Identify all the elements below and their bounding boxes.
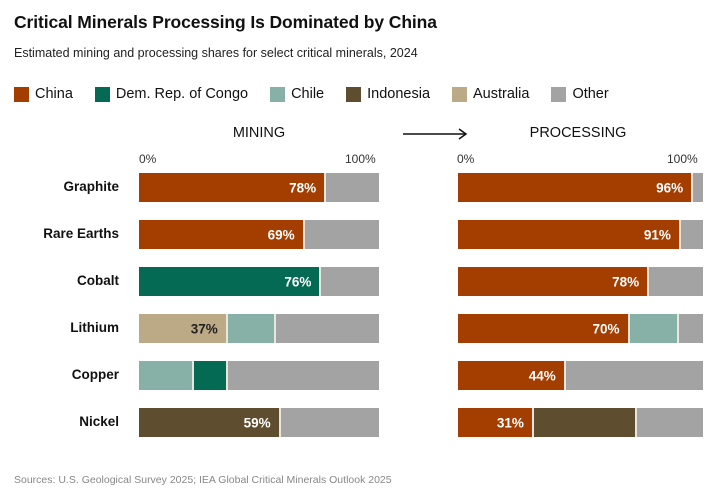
legend-item-indonesia: Indonesia — [346, 86, 430, 102]
processing-segment-copper-other — [565, 361, 703, 390]
data-label: 44% — [528, 368, 556, 383]
processing-bar-cobalt: 78% — [458, 267, 703, 296]
chart-subtitle: Estimated mining and processing shares f… — [14, 46, 418, 60]
mining-segment-copper-dem-rep-of-congo — [194, 361, 228, 390]
legend-item-drc: Dem. Rep. of Congo — [94, 86, 249, 102]
processing-segment-graphite-other — [693, 173, 703, 202]
legend-label: Chile — [291, 86, 325, 102]
processing-bar-nickel: 31% — [458, 408, 703, 437]
data-label: 69% — [267, 227, 295, 242]
data-label: 76% — [284, 274, 312, 289]
legend-swatch — [270, 86, 286, 102]
processing-segment-rare-earths-other — [680, 220, 703, 249]
arrow-right-icon — [403, 128, 468, 140]
legend-label: Indonesia — [367, 86, 431, 102]
processing-segment-lithium-china: 70% — [458, 314, 630, 343]
mining-tick-0: 0% — [139, 152, 157, 166]
legend-label: Australia — [473, 86, 530, 102]
legend-swatch — [551, 86, 567, 102]
mining-segment-nickel-indonesia: 59% — [139, 408, 281, 437]
processing-segment-nickel-indonesia — [533, 408, 637, 437]
mining-segment-graphite-china: 78% — [139, 173, 327, 202]
category-label-copper: Copper — [71, 367, 119, 382]
category-label-graphite: Graphite — [63, 179, 119, 194]
processing-segment-cobalt-china: 78% — [458, 267, 650, 296]
data-label: 78% — [289, 180, 317, 195]
mining-segment-nickel-other — [280, 408, 379, 437]
legend-swatch — [346, 86, 362, 102]
processing-segment-graphite-china: 96% — [458, 173, 694, 202]
processing-panel-title: PROCESSING — [529, 125, 627, 141]
data-label: 37% — [190, 321, 218, 336]
chart-title: Critical Minerals Processing Is Dominate… — [14, 12, 437, 32]
legend-item-china: China — [14, 86, 73, 102]
data-label: 31% — [496, 415, 524, 430]
data-label: 78% — [612, 274, 640, 289]
mining-segment-cobalt-other — [321, 267, 379, 296]
mining-bar-rare-earths: 69% — [139, 220, 379, 249]
processing-segment-cobalt-other — [649, 267, 703, 296]
mining-bar-lithium: 37% — [139, 314, 379, 343]
mining-segment-rare-earths-other — [304, 220, 379, 249]
category-label-cobalt: Cobalt — [77, 273, 119, 288]
processing-segment-nickel-other — [636, 408, 703, 437]
mining-bar-cobalt: 76% — [139, 267, 379, 296]
legend-swatch — [452, 86, 468, 102]
processing-segment-nickel-china: 31% — [458, 408, 534, 437]
mining-bar-nickel: 59% — [139, 408, 379, 437]
mining-segment-lithium-australia: 37% — [139, 314, 228, 343]
legend-swatch — [94, 86, 110, 102]
processing-segment-lithium-other — [678, 314, 703, 343]
category-label-nickel: Nickel — [79, 414, 119, 429]
mining-segment-rare-earths-china: 69% — [139, 220, 305, 249]
processing-tick-100: 100% — [667, 152, 698, 166]
processing-segment-lithium-chile — [629, 314, 679, 343]
processing-bar-lithium: 70% — [458, 314, 703, 343]
processing-segment-rare-earths-china: 91% — [458, 220, 681, 249]
mining-segment-graphite-other — [326, 173, 379, 202]
processing-bar-rare-earths: 91% — [458, 220, 703, 249]
legend-label: Dem. Rep. of Congo — [115, 86, 249, 102]
legend-label: Other — [572, 86, 609, 102]
mining-segment-cobalt-dem-rep-of-congo: 76% — [139, 267, 322, 296]
data-label: 70% — [592, 321, 620, 336]
legend: China Dem. Rep. of Congo Chile Indonesia… — [14, 86, 631, 102]
category-label-lithium: Lithium — [70, 320, 119, 335]
mining-segment-lithium-chile — [227, 314, 276, 343]
legend-swatch — [14, 86, 29, 102]
mining-segment-copper-chile — [139, 361, 195, 390]
legend-item-chile: Chile — [270, 86, 324, 102]
data-label: 91% — [643, 227, 671, 242]
mining-segment-lithium-other — [275, 314, 379, 343]
source-note: Sources: U.S. Geological Survey 2025; IE… — [14, 474, 392, 486]
mining-bar-copper — [139, 361, 379, 390]
mining-bar-graphite: 78% — [139, 173, 379, 202]
processing-segment-copper-china: 44% — [458, 361, 566, 390]
data-label: 59% — [243, 415, 271, 430]
data-label: 96% — [656, 180, 684, 195]
mining-segment-copper-other — [227, 361, 379, 390]
legend-item-other: Other — [551, 86, 609, 102]
category-label-rare-earths: Rare Earths — [43, 226, 119, 241]
processing-bar-graphite: 96% — [458, 173, 703, 202]
legend-item-australia: Australia — [452, 86, 529, 102]
processing-bar-copper: 44% — [458, 361, 703, 390]
mining-panel-title: MINING — [232, 125, 286, 141]
processing-tick-0: 0% — [457, 152, 475, 166]
mining-tick-100: 100% — [345, 152, 376, 166]
legend-label: China — [35, 86, 73, 102]
